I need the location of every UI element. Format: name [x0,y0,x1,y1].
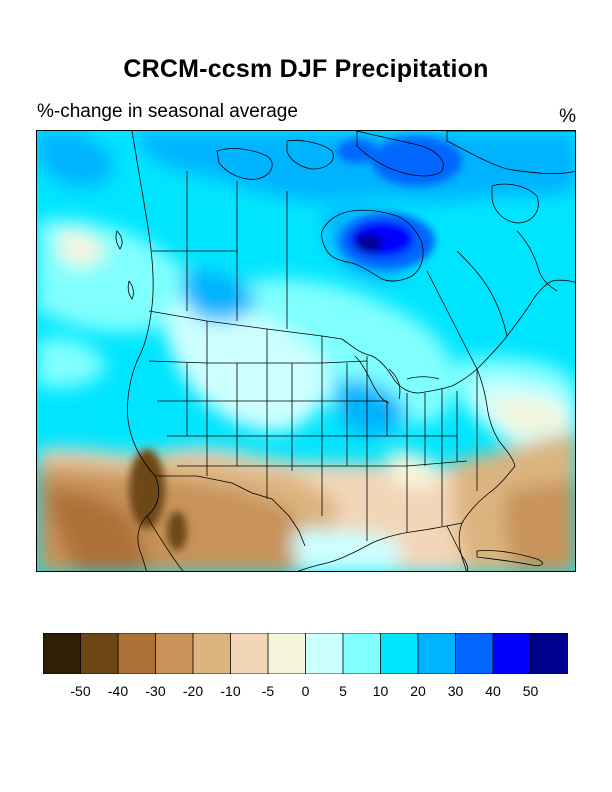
map-subtitle: %-change in seasonal average [37,101,298,122]
map-title: CRCM-ccsm DJF Precipitation [123,55,489,83]
colorbar-label: -40 [107,683,129,699]
colorbar-swatch-6 [267,633,307,674]
colorbar-label: 10 [372,683,389,699]
colorbar-swatch-7 [305,633,344,674]
colorbar-swatch-1 [80,633,119,674]
colorbar-label: 0 [301,683,310,699]
colorbar-label: -50 [70,683,91,699]
colorbar-label: 30 [447,683,464,699]
colorbar-swatch-13 [530,633,568,674]
colorbar-swatch-2 [117,633,157,674]
hudson-bay-anomaly [129,136,462,551]
colorbar-label: 5 [339,683,347,699]
colorbar-labels: -50 -40 -30 -20 -10 -5 0 5 10 20 30 40 50 [0,683,612,703]
colorbar-label: 50 [522,683,539,699]
colorbar-label: 20 [410,683,426,699]
colorbar-swatch-3 [155,633,194,674]
colorbar-label: -20 [182,683,204,699]
colorbar-label: -10 [220,683,241,699]
precipitation-map [36,130,576,572]
map-boundaries [115,131,575,571]
colorbar-swatch-0 [43,633,82,674]
colorbar-swatch-11 [455,633,494,674]
colorbar-label: -30 [145,683,166,699]
units-label: % [559,106,576,127]
colorbar-swatch-8 [342,633,382,674]
colorbar-swatch-4 [192,633,232,674]
colorbar-swatch-10 [417,633,457,674]
colorbar-swatch-5 [230,633,269,674]
colorbar-swatch-9 [380,633,419,674]
colorbar-swatch-12 [492,633,532,674]
colorbar-label: -5 [261,683,275,699]
colorbar-label: 40 [485,683,501,699]
colorbar [43,633,568,674]
